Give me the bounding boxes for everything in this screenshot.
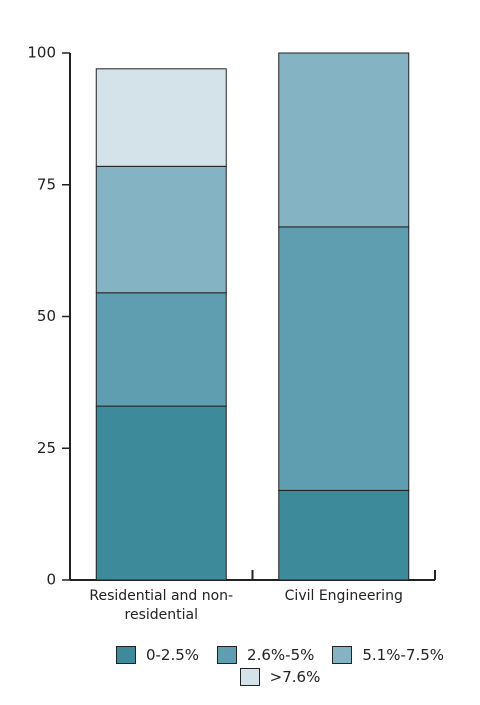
chart: 0 25 50 75 100 (27, 44, 436, 589)
bar-segment (95, 292, 227, 407)
y-tick-label: 0 (46, 571, 56, 589)
legend-swatch (332, 646, 353, 664)
legend-item: 0-2.5% (115, 646, 200, 664)
bar-segment (278, 489, 410, 581)
legend-label: >7.6% (269, 668, 321, 686)
legend-label: 0-2.5% (145, 646, 200, 664)
legend-swatch (239, 668, 260, 686)
legend-swatch (217, 646, 238, 664)
y-tick-label: 100 (27, 44, 56, 62)
legend-label: 2.6%-5% (247, 646, 315, 664)
y-tick-label: 25 (37, 439, 56, 457)
bar-segment (95, 405, 227, 581)
bar-segment (278, 52, 410, 228)
bar-segment (95, 68, 227, 167)
legend-item: 5.1%-7.5% (332, 646, 444, 664)
y-tick-label: 50 (37, 307, 56, 325)
legend-item: 2.6%-5% (217, 646, 314, 664)
bar-segment (278, 226, 410, 491)
legend-item: >7.6% (239, 668, 321, 686)
bar-segment (95, 165, 227, 294)
legend-label: 5.1%-7.5% (362, 646, 445, 664)
x-tick-label: Civil Engineering (284, 588, 403, 604)
legend-swatch (115, 646, 136, 664)
legend: 0-2.5% 2.6%-5% 5.1%-7.5% >7.6% (90, 646, 470, 686)
x-tick-label: Residential and non-residential (89, 588, 234, 623)
y-tick-label: 75 (37, 175, 56, 193)
